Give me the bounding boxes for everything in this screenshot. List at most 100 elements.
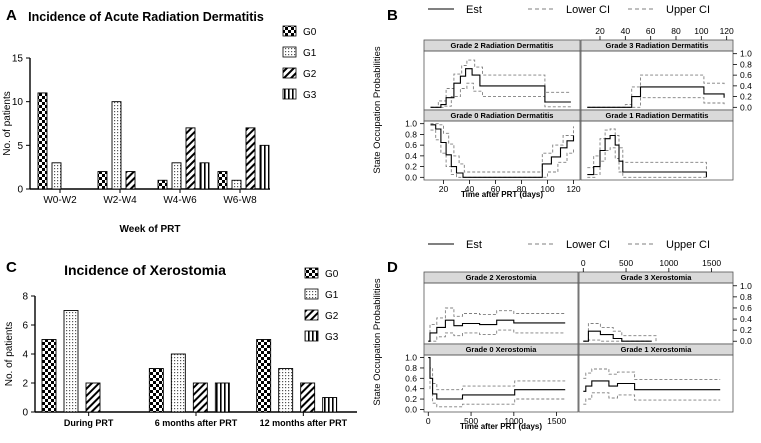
estimate-line bbox=[587, 86, 725, 108]
y-tick-label: 0.0 bbox=[405, 404, 417, 414]
x-tick-label: 20 bbox=[595, 26, 605, 36]
subpanel-title: Grade 3 Xerostomia bbox=[621, 273, 693, 282]
estimate-line bbox=[428, 319, 566, 342]
subpanel-title: Grade 0 Radiation Dermatitis bbox=[451, 111, 554, 120]
y-tick-label: 6 bbox=[22, 321, 28, 332]
x-tick-label: 1500 bbox=[547, 416, 566, 426]
subpanel-frame bbox=[578, 354, 734, 413]
upper-ci-line bbox=[430, 123, 574, 173]
subpanel-frame bbox=[423, 50, 581, 111]
lower-ci-line bbox=[430, 82, 571, 108]
subpanel-frame bbox=[423, 120, 581, 181]
y-tick-label: 0.0 bbox=[740, 102, 752, 112]
bar-g3 bbox=[322, 397, 338, 413]
lower-ci-line bbox=[587, 147, 707, 178]
x-tick-label: 60 bbox=[491, 184, 501, 194]
y-tick-label: 0.2 bbox=[405, 162, 417, 172]
subpanel-title: Grade 0 Xerostomia bbox=[466, 345, 538, 354]
x-tick-label: 100 bbox=[694, 26, 708, 36]
estimate-line bbox=[430, 124, 575, 178]
subpanel-frame bbox=[580, 50, 734, 111]
bar-g2 bbox=[185, 127, 196, 190]
y-tick-label: 0.4 bbox=[740, 81, 752, 91]
legend-swatch-g1 bbox=[304, 288, 319, 300]
y-tick-label: 0.0 bbox=[405, 172, 417, 182]
category-label: W4-W6 bbox=[163, 195, 197, 206]
x-tick-label: 20 bbox=[439, 184, 449, 194]
subpanel-title: Grade 2 Xerostomia bbox=[466, 273, 538, 282]
legend-swatch-g0 bbox=[304, 267, 319, 279]
legend-swatch-g1 bbox=[282, 46, 297, 58]
upper-ci-line bbox=[428, 357, 566, 391]
legend-swatch-g2 bbox=[282, 67, 297, 79]
estimate-line bbox=[583, 330, 652, 342]
y-tick-label: 1.0 bbox=[740, 49, 752, 59]
x-tick-label: 0 bbox=[581, 258, 586, 268]
bar-g1 bbox=[111, 101, 122, 190]
legend-label: Lower CI bbox=[566, 239, 610, 251]
y-tick-label: 0.0 bbox=[740, 336, 752, 346]
subpanel-grade-0-radiation-dermatitis: Grade 0 Radiation Dermatitis 0.00.20.40.6… bbox=[405, 109, 581, 194]
upper-ci-line bbox=[583, 368, 721, 380]
bar-g0 bbox=[148, 368, 164, 413]
y-tick-label: 0.8 bbox=[405, 363, 417, 373]
y-axis-label: No. of patients bbox=[2, 91, 13, 155]
bar-g1 bbox=[51, 162, 62, 190]
lower-ci-line bbox=[428, 329, 566, 342]
subpanel-frame bbox=[423, 282, 579, 345]
x-tick-label: 1000 bbox=[659, 258, 678, 268]
y-axis-label: No. of patients bbox=[4, 322, 15, 386]
subpanel-title: Grade 3 Radiation Dermatitis bbox=[606, 41, 709, 50]
y-tick-label: 0.6 bbox=[740, 70, 752, 80]
y-tick-label: 0.4 bbox=[405, 384, 417, 394]
subpanel-grade-3-radiation-dermatitis: Grade 3 Radiation Dermatitis 0.00.20.40.6… bbox=[580, 26, 752, 112]
panel-letter-a: A bbox=[6, 7, 17, 24]
chart-title: Incidence of Acute Radiation Dermatitis bbox=[28, 10, 264, 24]
estimate-line bbox=[430, 68, 571, 108]
legend-label: G1 bbox=[325, 290, 339, 301]
upper-ci-line bbox=[587, 128, 707, 171]
y-tick-label: 1.0 bbox=[740, 281, 752, 291]
subpanel-grade-0-xerostomia: Grade 0 Xerostomia 0.00.20.40.60.81.0 0 500… bbox=[405, 343, 579, 426]
legend-swatch-g3 bbox=[282, 88, 297, 100]
subpanel-grade-2-radiation-dermatitis: Grade 2 Radiation Dermatitis bbox=[423, 39, 581, 111]
y-tick-label: 0.8 bbox=[405, 129, 417, 139]
y-tick-label: 0.6 bbox=[405, 140, 417, 150]
bar-chart-a: Incidence of Acute Radiation Dermatitis 0… bbox=[2, 10, 317, 235]
state-probability-chart-d: Est Lower CI Upper CI Grade 2 Xerostomia Gra… bbox=[372, 239, 752, 431]
x-axis-label: Time after PRT (days) bbox=[460, 422, 542, 431]
bar-g2 bbox=[85, 382, 101, 413]
panel-letter-b: B bbox=[387, 7, 398, 24]
subpanel-frame bbox=[580, 120, 734, 181]
estimate-line bbox=[583, 380, 721, 392]
lower-ci-line bbox=[583, 339, 652, 342]
legend-label: G2 bbox=[325, 311, 339, 322]
legend-swatch-g3 bbox=[304, 330, 319, 342]
bar-g1 bbox=[63, 310, 79, 413]
x-tick-label: 1500 bbox=[702, 258, 721, 268]
y-tick-label: 15 bbox=[12, 54, 24, 65]
x-tick-label: 40 bbox=[621, 26, 631, 36]
x-axis-label: Week of PRT bbox=[120, 224, 181, 235]
y-tick-label: 8 bbox=[22, 292, 28, 303]
y-tick-label: 10 bbox=[12, 97, 24, 108]
lower-ci-line bbox=[428, 357, 566, 408]
legend-swatch-g2 bbox=[304, 309, 319, 321]
subpanel-grade-2-xerostomia: Grade 2 Xerostomia bbox=[423, 271, 579, 345]
bar-g0 bbox=[256, 339, 272, 413]
lower-ci-line bbox=[587, 97, 725, 108]
subpanel-title: Grade 1 Radiation Dermatitis bbox=[606, 111, 709, 120]
category-label: W0-W2 bbox=[43, 195, 77, 206]
legend-label: G0 bbox=[325, 269, 339, 280]
bar-chart-c: Incidence of Xerostomia 0 2 4 6 8 No. of patie… bbox=[4, 262, 357, 428]
legend-swatch-g0 bbox=[282, 25, 297, 37]
category-label: W6-W8 bbox=[223, 195, 257, 206]
category-label: 6 months after PRT bbox=[155, 418, 238, 428]
bar-g0 bbox=[41, 339, 57, 413]
y-tick-label: 0.6 bbox=[740, 303, 752, 313]
x-axis-label: Time after PRT (days) bbox=[461, 190, 543, 199]
x-tick-label: 500 bbox=[464, 416, 478, 426]
x-tick-label: 100 bbox=[540, 184, 554, 194]
chart-title: Incidence of Xerostomia bbox=[64, 262, 226, 278]
